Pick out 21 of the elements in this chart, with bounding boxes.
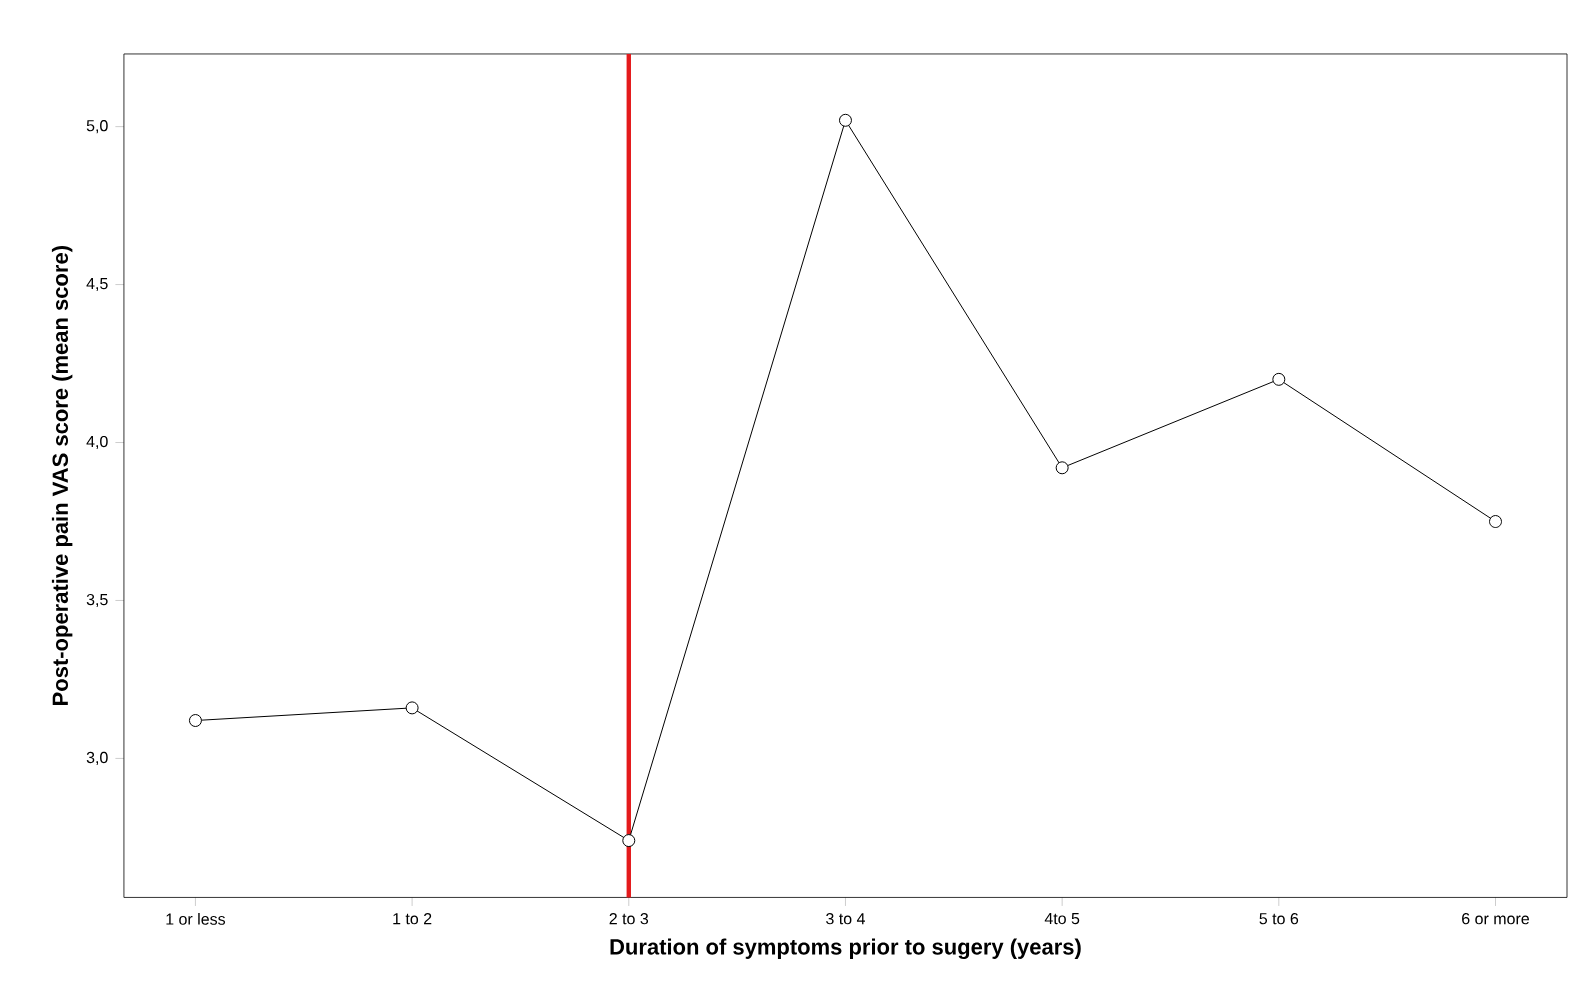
x-tick-label: 1 or less xyxy=(166,912,226,925)
y-axis-title: Post-operative pain VAS score (mean score) xyxy=(51,245,73,705)
y-tick-label: 5,0 xyxy=(86,119,108,134)
point xyxy=(188,713,202,727)
x-axis-title: Duration of symptoms prior to sugery (years) xyxy=(610,938,1081,959)
x-tick-label: 3 to 4 xyxy=(826,912,865,925)
point xyxy=(1272,372,1286,386)
point xyxy=(1055,461,1069,475)
point xyxy=(405,701,419,715)
y-tick-label: 4,5 xyxy=(86,277,108,291)
x-tick-label: 5 to 6 xyxy=(1259,912,1299,925)
y-tick-label: 3,5 xyxy=(86,593,108,607)
point xyxy=(622,833,636,847)
x-tick-label: 6 or more xyxy=(1462,912,1529,925)
x-tick-label: 1 to 2 xyxy=(393,912,432,925)
x-tick-label: 2 to 3 xyxy=(609,912,649,925)
y-tick-label: 3,0 xyxy=(86,751,108,765)
y-tick-label: 4,0 xyxy=(86,435,108,449)
x-tick-label: 4to 5 xyxy=(1044,912,1080,925)
point xyxy=(838,113,852,127)
point xyxy=(1489,514,1502,528)
